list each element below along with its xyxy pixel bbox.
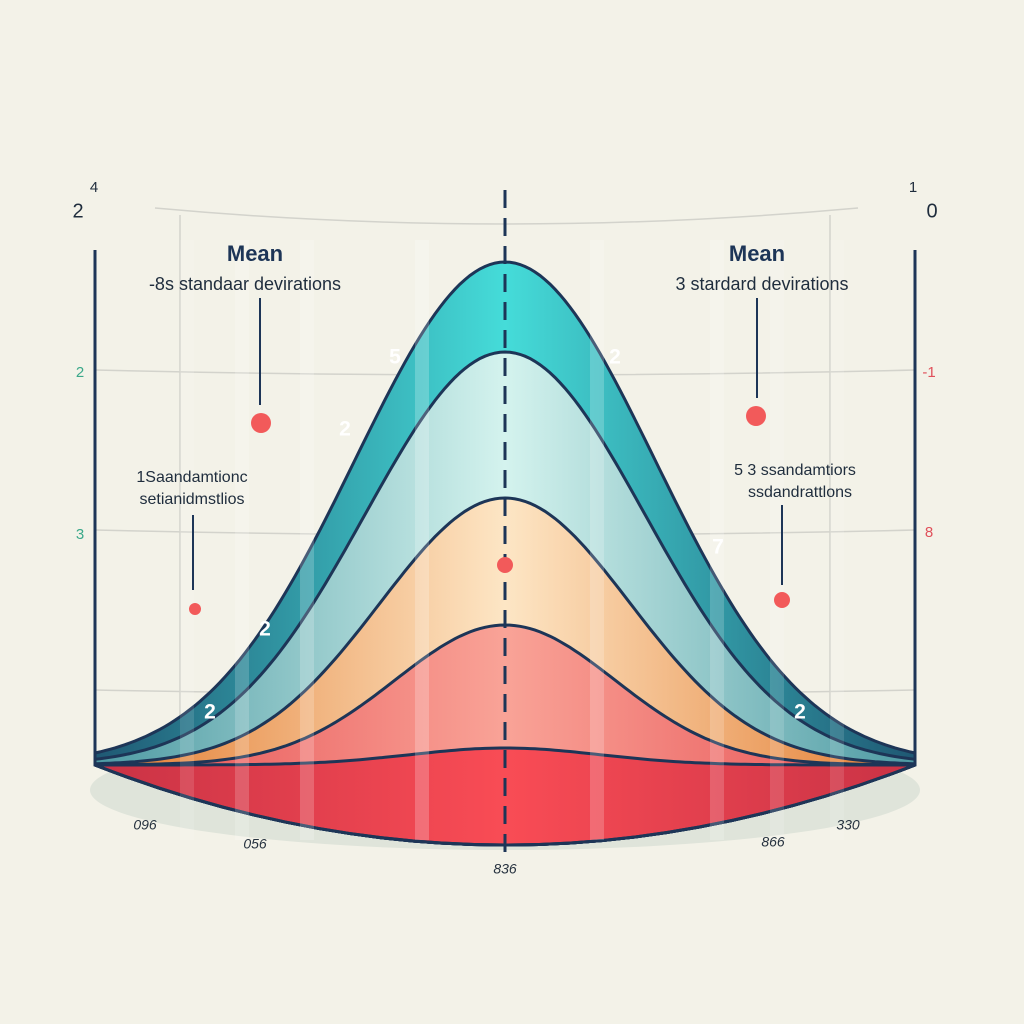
corner-label: 4: [90, 179, 98, 196]
annotation-title: Mean: [227, 241, 283, 266]
corner-label: 0: [926, 200, 937, 222]
annotation-text: 5 3 ssandamtiors: [734, 462, 856, 479]
highlight-strip: [415, 240, 429, 840]
annotation-text: -8s standaar devirations: [149, 274, 341, 294]
highlight-strip: [235, 240, 249, 840]
bottom-label: 056: [243, 836, 267, 852]
annotation-text: 3 stardard devirations: [675, 274, 848, 294]
marker-dot: [251, 413, 271, 433]
axis-label: 3: [76, 526, 84, 543]
curve-label: 2: [204, 701, 216, 724]
bottom-label: 096: [133, 817, 157, 833]
curve-label: 5: [389, 346, 401, 369]
highlight-strip: [830, 240, 844, 840]
bottom-label: 330: [836, 817, 860, 833]
annotation-text: ssdandrattlons: [748, 484, 852, 501]
bottom-label: 836: [493, 861, 517, 877]
annotation-text: 1Saandamtionc: [136, 469, 247, 486]
bottom-label: 866: [761, 834, 785, 850]
highlight-strip: [710, 240, 724, 840]
curve-label: 2: [259, 618, 271, 641]
axis-label: 8: [925, 524, 933, 541]
curve-label: 2: [794, 701, 806, 724]
marker-dot: [189, 603, 201, 615]
highlight-strip: [770, 240, 784, 840]
curve-label: 2: [339, 418, 351, 441]
annotation-title: Mean: [729, 241, 785, 266]
axis-label: -1: [922, 364, 935, 381]
highlight-strip: [300, 240, 314, 840]
curve-label: 2: [609, 346, 621, 369]
corner-label: 1: [909, 179, 917, 196]
axis-label: 2: [76, 364, 84, 381]
marker-dot: [774, 592, 790, 608]
highlight-strip: [590, 240, 604, 840]
corner-label: 2: [72, 200, 83, 222]
annotation-text: setianidmstlios: [140, 491, 245, 508]
highlight-strip: [180, 240, 194, 840]
curve-label: 7: [712, 536, 724, 559]
mean-dot: [497, 557, 513, 573]
marker-dot: [746, 406, 766, 426]
